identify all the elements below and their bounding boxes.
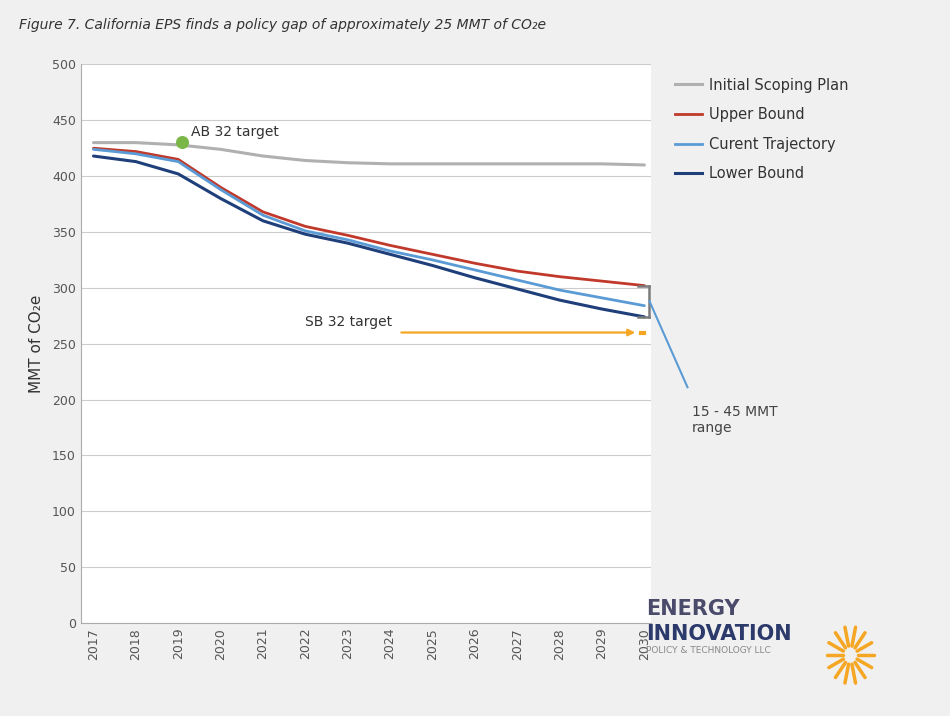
Text: POLICY & TECHNOLOGY LLC: POLICY & TECHNOLOGY LLC [646,646,770,655]
Text: AB 32 target: AB 32 target [191,125,278,140]
Point [175,136,190,147]
Y-axis label: MMT of CO₂e: MMT of CO₂e [28,294,44,393]
Text: ENERGY: ENERGY [646,599,740,619]
Text: 15 - 45 MMT
range: 15 - 45 MMT range [693,405,778,435]
Text: SB 32 target: SB 32 target [305,315,392,329]
Text: Figure 7. California EPS finds a policy gap of approximately 25 MMT of CO₂e: Figure 7. California EPS finds a policy … [19,18,546,32]
Text: INNOVATION: INNOVATION [646,624,791,644]
Legend: Initial Scoping Plan, Upper Bound, Curent Trajectory, Lower Bound: Initial Scoping Plan, Upper Bound, Curen… [670,72,854,187]
